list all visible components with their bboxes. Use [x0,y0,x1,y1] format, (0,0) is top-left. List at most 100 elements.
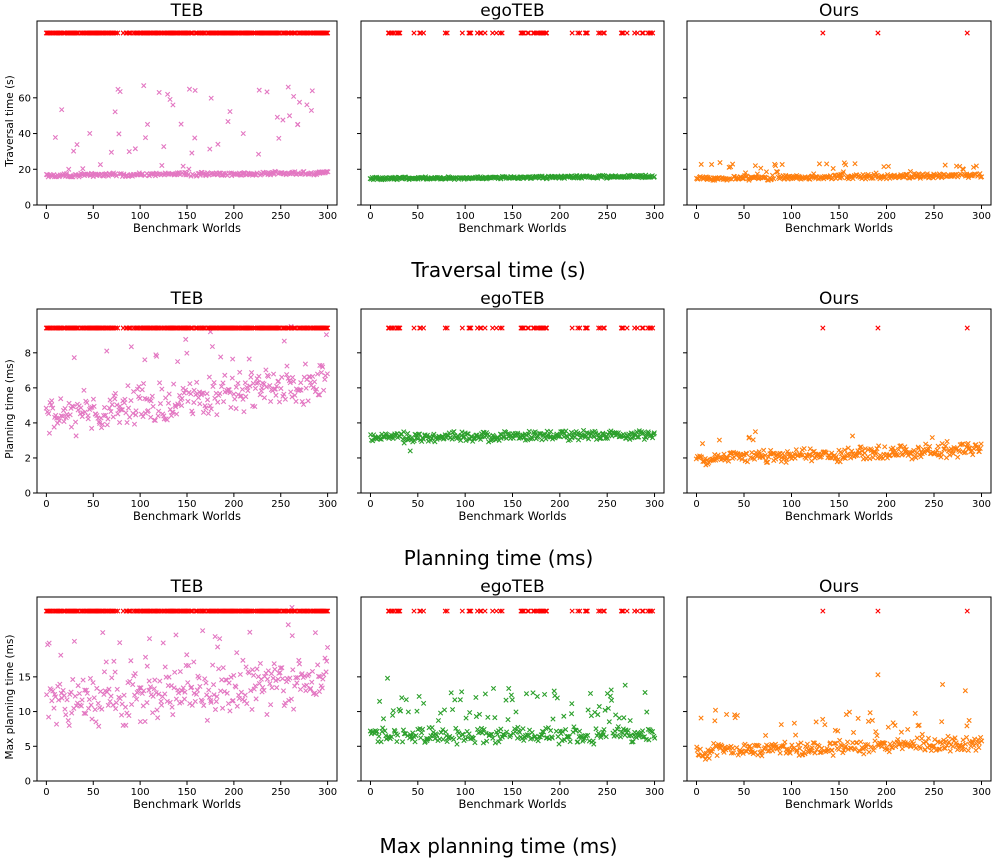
data-point [46,430,53,436]
failure-marker [582,30,588,36]
data-point [128,658,134,664]
data-point [401,440,407,446]
data-point [60,687,66,694]
data-point [189,150,195,156]
data-point [876,443,882,449]
data-point [227,390,233,396]
failure-marker [111,325,117,331]
data-point [217,636,223,642]
data-point [194,379,200,385]
x-axis-label: Benchmark Worlds [785,509,893,523]
failure-marker [201,325,207,331]
data-point [100,629,106,636]
data-point [231,672,237,679]
data-point [206,374,212,380]
failure-marker [113,325,119,331]
x-tick-label: 50 [738,499,751,510]
data-point [885,163,892,169]
data-point [382,175,388,181]
data-point [848,455,854,461]
data-point [108,693,114,699]
x-tick-label: 100 [131,787,150,798]
data-point [539,437,545,443]
data-point [132,146,138,152]
data-point [279,665,285,671]
data-point [227,708,233,714]
failure-marker [146,325,153,331]
failure-marker [60,325,66,331]
data-point [308,170,314,176]
data-point [282,396,288,402]
data-point [252,403,258,410]
failure-marker [280,30,287,36]
failure-marker [648,30,654,36]
data-point [297,387,303,393]
data-point [256,373,262,379]
data-point [160,640,166,646]
x-tick-label: 200 [877,499,896,510]
data-point [600,431,606,438]
data-point [56,418,62,424]
failure-marker [648,325,654,331]
failure-marker [284,30,290,36]
data-point [779,161,785,168]
panel-planning-ours: Ours 0 50 100 150 200 250 300 Benchmark Worlds [683,289,992,523]
failure-marker [192,325,199,331]
failure-marker [73,30,79,36]
data-point [285,84,291,90]
data-point [979,174,985,180]
data-point [935,443,941,449]
failure-marker [109,30,115,36]
failure-marker [73,325,79,331]
data-point [111,658,117,664]
failure-marker [235,325,241,331]
data-point [137,395,143,401]
data-point [225,700,232,707]
data-point [71,638,78,644]
data-point [260,684,266,691]
x-tick-label: 150 [177,787,196,798]
x-axis-label: Benchmark Worlds [133,797,241,811]
failure-marker [188,30,194,36]
data-point [873,451,879,457]
failure-marker [467,325,473,331]
data-point [96,723,102,729]
data-point [884,171,891,178]
data-point [220,399,227,405]
x-tick-label: 150 [503,499,522,510]
data-point [716,437,722,443]
failure-marker [634,30,641,36]
data-point [943,443,949,449]
data-point [214,693,220,700]
data-point [325,169,331,175]
data-point [923,441,929,447]
x-tick-label: 250 [924,499,943,510]
failure-marker [442,30,448,36]
failure-marker [104,30,110,36]
data-point [463,437,469,444]
data-point [191,659,197,665]
failure-marker [499,325,505,331]
failure-marker [46,30,52,36]
data-point [207,403,213,409]
data-point [272,386,278,392]
x-tick-label: 100 [131,499,150,510]
data-point [159,162,165,169]
failure-marker [154,325,160,331]
failure-marker [875,325,881,331]
data-point [798,452,804,458]
data-point [942,162,948,168]
data-point [163,395,169,401]
data-point [281,338,287,344]
data-point [769,172,776,178]
data-point [293,675,299,681]
data-point [228,674,234,680]
data-point [265,373,272,380]
data-point [116,419,123,426]
failure-marker [569,325,575,331]
failure-marker [442,325,448,331]
data-point [270,371,277,377]
data-point [750,437,756,443]
failure-marker [519,30,525,36]
data-point [73,433,79,439]
